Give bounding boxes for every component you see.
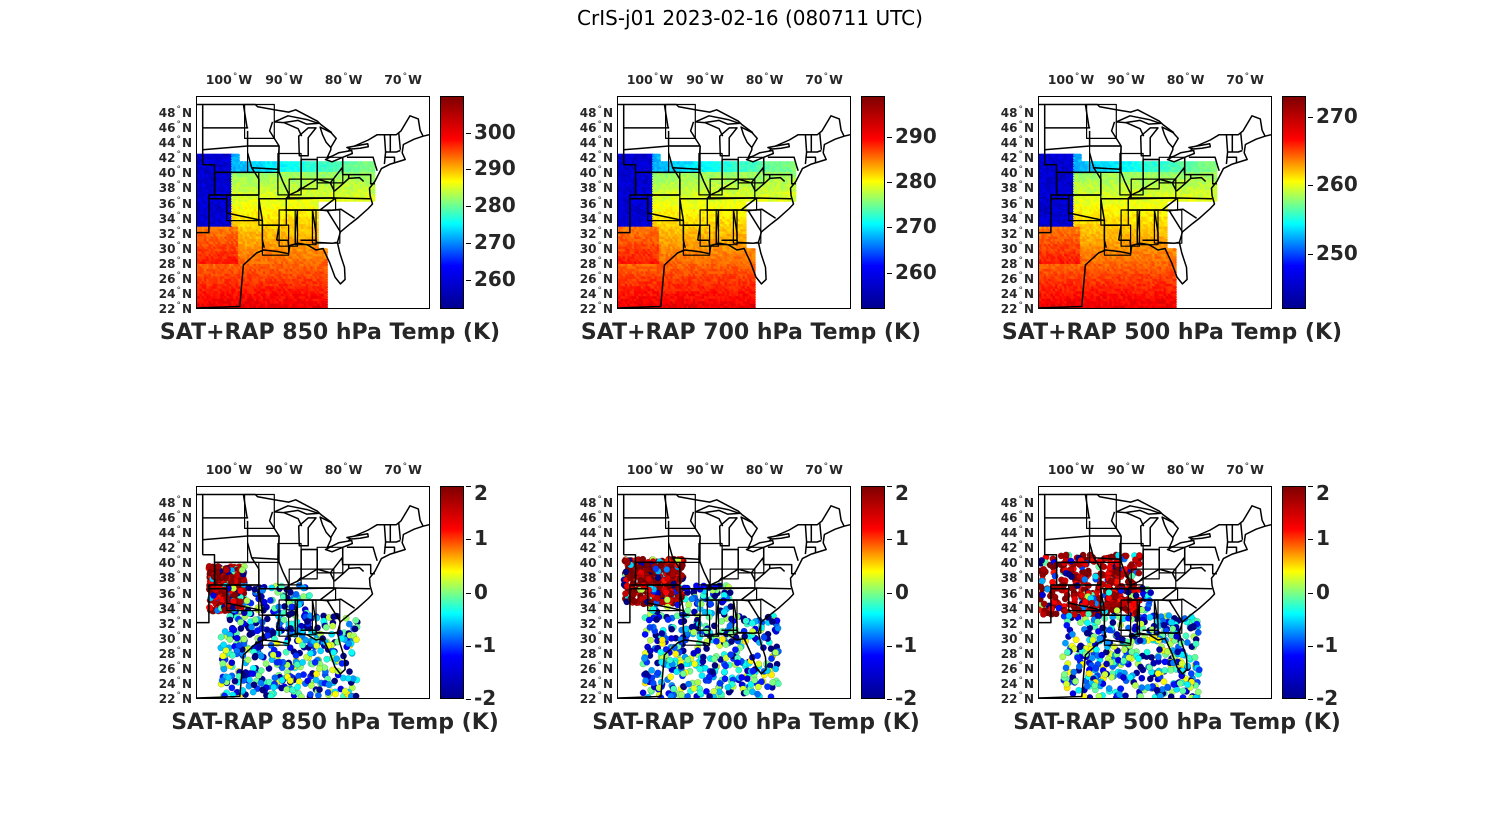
data-point bbox=[323, 260, 328, 264]
longitude-tick-label: 100°W bbox=[205, 72, 253, 87]
great-lake bbox=[273, 115, 320, 125]
state-line bbox=[320, 209, 342, 233]
data-point bbox=[323, 273, 328, 277]
colorbar-tick-label: 280 bbox=[474, 193, 516, 218]
latitude-tick-label: 34°N bbox=[158, 210, 192, 226]
data-point bbox=[323, 263, 328, 267]
latitude-tick-label: 44°N bbox=[158, 135, 192, 151]
map-canvas bbox=[197, 103, 429, 308]
state-line bbox=[283, 121, 303, 137]
latitude-tick-label: 30°N bbox=[158, 240, 192, 256]
map-axes bbox=[617, 96, 851, 309]
figure-title: CrIS-j01 2023-02-16 (080711 UTC) bbox=[577, 6, 923, 30]
data-point bbox=[323, 265, 328, 269]
colorbar-tick-label: 300 bbox=[474, 119, 516, 144]
colorbar-tick-mark bbox=[466, 169, 471, 171]
data-point bbox=[323, 305, 328, 308]
data-point bbox=[323, 258, 328, 262]
panel-title: SAT+RAP 850 hPa Temp (K) bbox=[159, 320, 501, 345]
latitude-tick-label: 38°N bbox=[158, 180, 192, 196]
data-point bbox=[323, 282, 328, 287]
colorbar-ticks: 260 270 280 290 300 bbox=[466, 96, 526, 309]
data-point bbox=[323, 280, 328, 284]
latitude-tick-label: 22°N bbox=[158, 301, 192, 316]
data-point bbox=[323, 292, 328, 297]
latitude-tick-label: 36°N bbox=[579, 195, 613, 211]
latitude-tick-label: 48°N bbox=[158, 105, 192, 121]
longitude-axis: 100°W 90°W 80°W 70°W bbox=[196, 72, 456, 88]
data-point bbox=[235, 153, 240, 157]
state-line bbox=[202, 104, 249, 129]
map-panel: 100°W 90°W 80°W 70°W 48°N 46°N 44°N 42°N 40°N 38°… bbox=[551, 60, 951, 345]
latitude-tick-label: 34°N bbox=[579, 210, 613, 226]
data-point bbox=[323, 287, 328, 292]
latitude-tick-label: 28°N bbox=[158, 255, 192, 271]
latitude-tick-label: 22°N bbox=[579, 301, 613, 316]
latitude-tick-label: 48°N bbox=[579, 105, 613, 121]
latitude-tick-label: 38°N bbox=[579, 180, 613, 196]
data-point bbox=[323, 300, 328, 304]
state-line bbox=[202, 130, 249, 151]
latitude-tick-label: 28°N bbox=[579, 255, 613, 271]
data-point bbox=[323, 297, 328, 302]
data-point bbox=[323, 275, 328, 279]
state-line bbox=[384, 156, 396, 163]
data-point bbox=[323, 285, 328, 289]
data-point bbox=[323, 270, 328, 274]
data-point bbox=[323, 278, 328, 282]
great-lake bbox=[297, 127, 317, 157]
colorbar-tick-mark bbox=[466, 132, 471, 134]
longitude-tick-label: 90°W bbox=[686, 72, 724, 87]
latitude-tick-label: 26°N bbox=[158, 270, 192, 286]
data-point bbox=[323, 302, 328, 307]
latitude-tick-label: 40°N bbox=[158, 165, 192, 181]
state-line bbox=[397, 132, 402, 150]
longitude-tick-label: 90°W bbox=[265, 72, 303, 87]
colorbar-tick-mark bbox=[466, 279, 471, 281]
colorbar-tick-label: 260 bbox=[474, 266, 516, 291]
longitude-axis: 100°W 90°W 80°W 70°W bbox=[617, 72, 877, 88]
latitude-tick-label: 42°N bbox=[158, 150, 192, 166]
latitude-tick-label: 46°N bbox=[158, 120, 192, 136]
latitude-tick-label: 32°N bbox=[158, 225, 192, 241]
data-point bbox=[323, 290, 328, 294]
colorbar-tick-mark bbox=[466, 242, 471, 244]
colorbar-tick-mark bbox=[466, 206, 471, 208]
colorbar-tick-label: 290 bbox=[474, 156, 516, 181]
longitude-tick-label: 80°W bbox=[745, 72, 784, 87]
longitude-tick-label: 100°W bbox=[626, 72, 674, 87]
colorbar-tick-label: 270 bbox=[474, 229, 516, 254]
latitude-tick-label: 24°N bbox=[579, 285, 613, 301]
colorbar bbox=[440, 96, 464, 309]
state-line bbox=[385, 149, 401, 153]
longitude-tick-label: 70°W bbox=[384, 72, 422, 87]
latitude-tick-label: 32°N bbox=[579, 225, 613, 241]
state-line bbox=[383, 134, 387, 165]
latitude-tick-label: 24°N bbox=[158, 285, 192, 301]
map-canvas bbox=[618, 103, 850, 308]
data-point bbox=[314, 245, 319, 249]
latitude-tick-label: 36°N bbox=[158, 195, 192, 211]
latitude-tick-label: 30°N bbox=[579, 240, 613, 256]
data-point bbox=[323, 295, 328, 299]
latitude-axis: 48°N 46°N 44°N 42°N 40°N 38°N 36°N 34°N 32°N 30°N… bbox=[144, 96, 192, 315]
map-axes bbox=[196, 96, 430, 309]
longitude-tick-label: 80°W bbox=[324, 72, 363, 87]
map-panel: 100°W 90°W 80°W 70°W 48°N 46°N 44°N 42°N 40°N 38°… bbox=[130, 60, 530, 345]
data-point bbox=[323, 268, 328, 272]
latitude-axis: 48°N 46°N 44°N 42°N 40°N 38°N 36°N 34°N 32°N 30°N… bbox=[565, 96, 613, 315]
latitude-tick-label: 26°N bbox=[579, 270, 613, 286]
longitude-tick-label: 70°W bbox=[805, 72, 843, 87]
